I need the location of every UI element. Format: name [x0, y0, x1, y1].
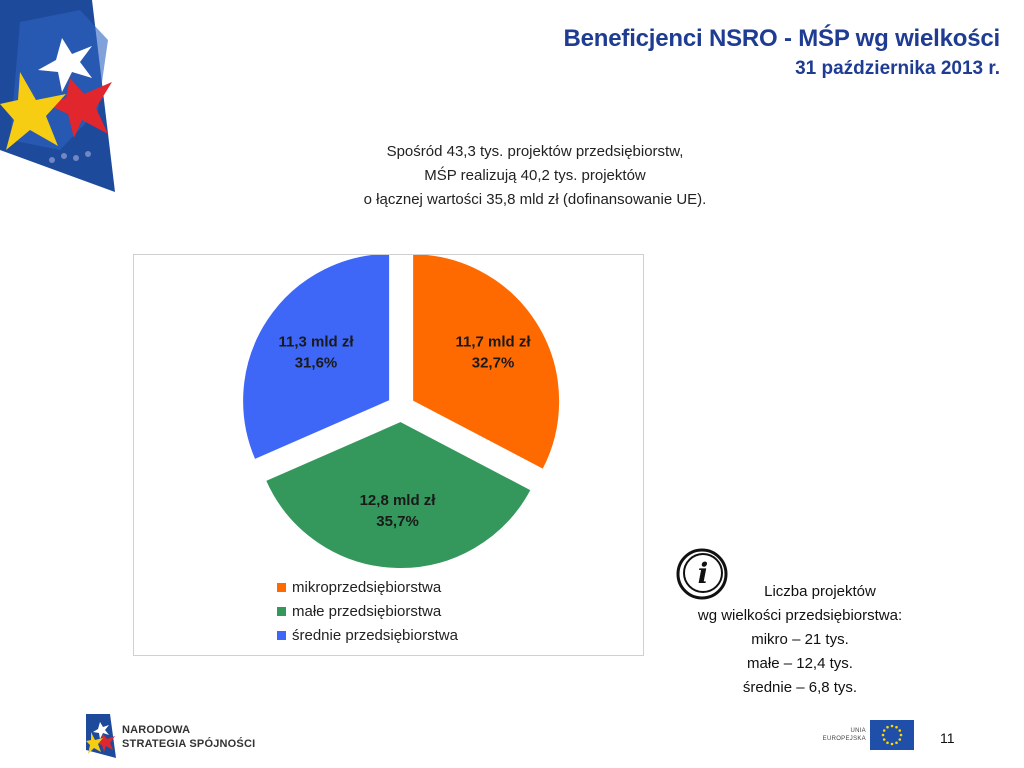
eu-star-icon: [882, 738, 886, 741]
legend-swatch: [277, 606, 286, 616]
nss-mark-icon: [86, 714, 116, 758]
page-number: 11: [940, 730, 955, 746]
slice-value-label: 11,3 mld zł: [278, 333, 354, 350]
slice-percent-label: 32,7%: [472, 354, 515, 371]
legend-label: małe przedsiębiorstwa: [292, 602, 442, 620]
legend-label: średnie przedsiębiorstwa: [292, 626, 458, 644]
footer-logo-line1: NARODOWA: [122, 724, 191, 736]
svg-text:i: i: [698, 557, 709, 590]
info-line: mikro – 21 tys.: [751, 631, 849, 648]
pie-chart: 11,7 mld zł 32,7% 12,8 mld zł 35,7% 11,3 mld…: [241, 255, 562, 570]
eu-star-icon: [895, 741, 898, 745]
legend-swatch: [277, 582, 286, 592]
legend-label: mikroprzedsiębiorstwa: [292, 578, 442, 596]
pie-slice-2: [241, 255, 392, 462]
slice-percent-label: 35,7%: [376, 513, 419, 530]
eu-star-icon: [886, 741, 889, 745]
intro-line: Spośród 43,3 tys. projektów przedsiębior…: [386, 143, 684, 160]
title-block: Beneficjenci NSRO - MŚP wg wielkości 31 …: [563, 24, 1001, 82]
intro-line: MŚP realizują 40,2 tys. projektów: [424, 167, 646, 184]
eu-logo: UNIA EUROPEJSKA: [820, 716, 920, 752]
intro-line: o łącznej wartości 35,8 mld zł (dofinans…: [363, 191, 707, 208]
eu-star-icon: [890, 724, 894, 728]
eu-star-icon: [890, 742, 894, 746]
legend-swatch: [277, 630, 286, 640]
info-line: wg wielkości przedsiębiorstwa:: [697, 607, 903, 624]
slice-value-label: 11,7 mld zł: [456, 333, 532, 350]
eu-star-icon: [881, 733, 885, 737]
info-text: Liczba projektów wg wielkości przedsiębi…: [660, 580, 940, 700]
intro-text: Spośród 43,3 tys. projektów przedsiębior…: [280, 140, 790, 212]
footer-logo-line2: STRATEGIA SPÓJNOŚCI: [122, 738, 256, 750]
legend-item-male: małe przedsiębiorstwa: [277, 599, 458, 623]
eu-flag-icon: [870, 720, 914, 750]
chart-legend: mikroprzedsiębiorstwa małe przedsiębiors…: [277, 575, 458, 647]
pie-chart-frame: 11,7 mld zł 32,7% 12,8 mld zł 35,7% 11,3 mld…: [133, 254, 644, 656]
eu-star-icon: [898, 738, 902, 741]
nss-logo: [0, 0, 115, 192]
eu-star-icon: [882, 729, 886, 732]
info-line: małe – 12,4 tys.: [747, 655, 853, 672]
eu-star-icon: [886, 725, 889, 729]
page-subtitle: 31 października 2013 r.: [795, 58, 1000, 79]
slice-percent-label: 31,6%: [295, 354, 338, 371]
eu-star-icon: [895, 725, 898, 729]
info-line: Liczba projektów: [764, 583, 876, 600]
pie-slice-0: [411, 255, 562, 472]
slice-value-label: 12,8 mld zł: [360, 492, 437, 509]
page-title: Beneficjenci NSRO - MŚP wg wielkości: [563, 25, 1001, 52]
eu-text-line2: EUROPEJSKA: [822, 736, 866, 742]
eu-star-icon: [898, 729, 902, 732]
pie-slice-1: [263, 419, 533, 570]
eu-star-icon: [899, 733, 903, 737]
eu-text-line1: UNIA: [850, 728, 866, 734]
legend-item-srednie: średnie przedsiębiorstwa: [277, 623, 458, 647]
info-icon: i: [676, 548, 728, 600]
info-line: średnie – 6,8 tys.: [742, 679, 858, 696]
footer-nss-logo: NARODOWA STRATEGIA SPÓJNOŚCI: [86, 714, 255, 760]
legend-item-mikro: mikroprzedsiębiorstwa: [277, 575, 458, 599]
